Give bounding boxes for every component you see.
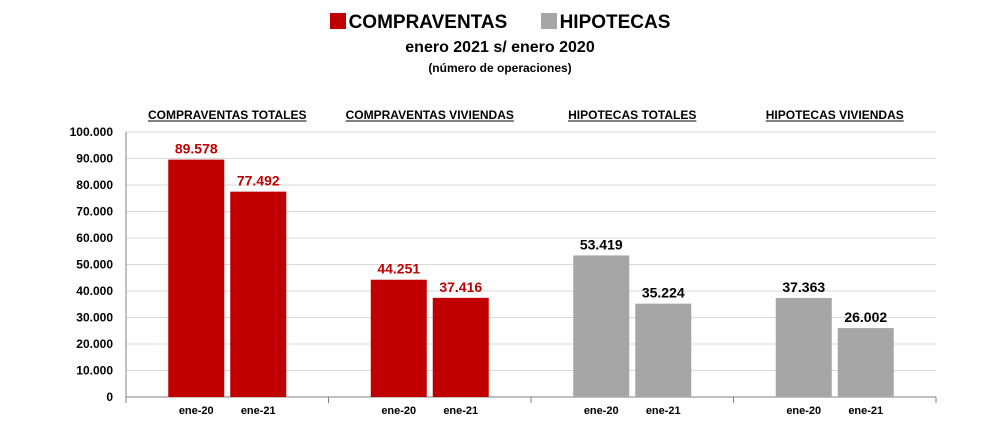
group-title: HIPOTECAS TOTALES [568, 108, 696, 122]
data-label: 37.416 [439, 279, 482, 295]
bar [230, 191, 287, 397]
legend-label-compraventas: COMPRAVENTAS [348, 12, 508, 33]
group-title: COMPRAVENTAS TOTALES [148, 108, 306, 122]
x-tick-label: ene-21 [443, 405, 478, 417]
x-tick-label: ene-21 [646, 405, 681, 417]
data-label: 53.419 [580, 236, 623, 252]
bar [635, 303, 692, 397]
group-title: HIPOTECAS VIVIENDAS [766, 108, 904, 122]
bar [573, 255, 630, 397]
data-label: 26.002 [844, 309, 887, 325]
legend-item-hipotecas: HIPOTECAS [540, 12, 671, 34]
x-tick-label: ene-21 [848, 405, 883, 417]
legend-swatch-compraventas [329, 13, 346, 29]
data-label: 77.492 [237, 173, 280, 189]
y-tick-label: 100.000 [70, 125, 114, 139]
x-tick-label: ene-20 [786, 405, 821, 417]
x-tick-label: ene-20 [179, 405, 214, 417]
x-tick-label: ene-20 [584, 405, 619, 417]
y-tick-label: 90.000 [76, 152, 113, 166]
chart-note: (número de operaciones) [428, 61, 572, 75]
bar [432, 297, 489, 397]
bar [837, 328, 894, 397]
y-tick-label: 60.000 [76, 231, 113, 245]
x-tick-label: ene-20 [381, 405, 416, 417]
data-label: 89.578 [175, 141, 218, 157]
bar [775, 297, 832, 397]
y-tick-label: 40.000 [76, 284, 113, 298]
data-label: 44.251 [377, 261, 420, 277]
legend-swatch-hipotecas [540, 13, 557, 29]
y-tick-label: 0 [106, 390, 113, 404]
bar [168, 159, 225, 397]
data-label: 37.363 [782, 279, 825, 295]
legend-label-hipotecas: HIPOTECAS [559, 12, 671, 33]
group-title: COMPRAVENTAS VIVIENDAS [346, 108, 514, 122]
y-tick-label: 70.000 [76, 205, 113, 219]
y-tick-label: 20.000 [76, 337, 113, 351]
legend-item-compraventas: COMPRAVENTAS [329, 12, 508, 34]
y-tick-label: 50.000 [76, 258, 113, 272]
data-label: 35.224 [642, 285, 685, 301]
y-tick-label: 80.000 [76, 178, 113, 192]
y-tick-label: 30.000 [76, 311, 113, 325]
legend: COMPRAVENTAS HIPOTECAS [0, 12, 1000, 34]
y-tick-label: 10.000 [76, 364, 113, 378]
chart-subtitle: enero 2021 s/ enero 2020 [405, 39, 595, 56]
bar [370, 279, 427, 397]
x-tick-label: ene-21 [241, 405, 276, 417]
